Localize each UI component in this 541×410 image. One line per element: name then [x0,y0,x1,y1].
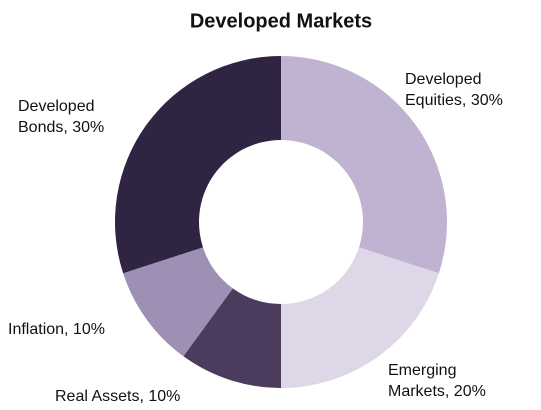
slice-label: Developed [18,98,95,115]
donut-slice [281,247,439,388]
slice-label: Inflation, 10% [8,321,105,338]
slice-label: Equities, 30% [405,92,503,109]
donut-slice [183,288,281,389]
slice-label: Markets, 20% [388,383,486,400]
slice-label: Emerging [388,362,456,379]
donut-slice [115,56,282,274]
slice-label: Developed [405,71,482,88]
slice-label: Real Assets, 10% [55,388,180,405]
slice-label: Bonds, 30% [18,119,104,136]
chart-title: Developed Markets [190,10,372,32]
donut-slice [123,247,233,357]
donut-slice [281,56,447,274]
